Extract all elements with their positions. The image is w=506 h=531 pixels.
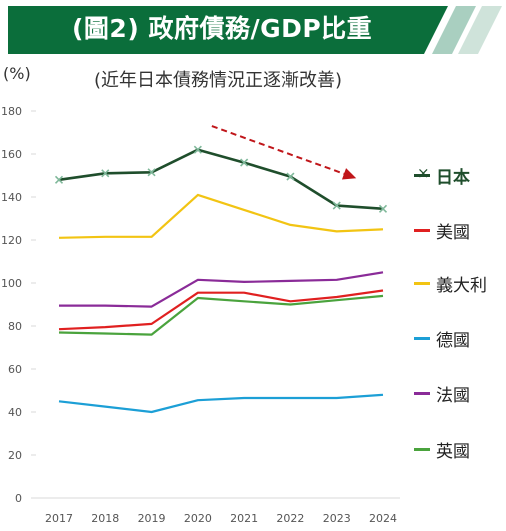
series-line xyxy=(59,395,383,412)
x-tick-label: 2019 xyxy=(138,512,166,525)
legend-swatch xyxy=(414,448,430,451)
legend-item: × 日本 xyxy=(414,163,470,187)
legend-item: 英國 xyxy=(414,437,470,461)
x-tick-label: 2020 xyxy=(184,512,212,525)
y-tick-label: 40 xyxy=(8,406,22,419)
x-tick-label: 2023 xyxy=(323,512,351,525)
y-tick-label: 120 xyxy=(1,234,22,247)
x-tick-label: 2024 xyxy=(369,512,397,525)
y-tick-label: 100 xyxy=(1,277,22,290)
series-line xyxy=(59,195,383,238)
y-tick-label: 160 xyxy=(1,148,22,161)
y-tick-label: 20 xyxy=(8,449,22,462)
legend-swatch xyxy=(414,337,430,340)
x-tick-label: 2022 xyxy=(276,512,304,525)
legend-label: 法國 xyxy=(436,381,470,406)
trend-arrow-head xyxy=(342,168,356,179)
x-tick-label: 2021 xyxy=(230,512,258,525)
x-tick-label: 2017 xyxy=(45,512,73,525)
x-tick-label: 2018 xyxy=(91,512,119,525)
y-tick-label: 60 xyxy=(8,363,22,376)
legend-item: 美國 xyxy=(414,218,470,242)
y-tick-label: 0 xyxy=(15,492,22,505)
legend-label: 德國 xyxy=(436,326,470,351)
legend-item: 義大利 xyxy=(414,271,487,295)
legend-swatch xyxy=(414,392,430,395)
legend-item: 德國 xyxy=(414,326,470,350)
legend-swatch: × xyxy=(414,174,430,177)
y-tick-label: 140 xyxy=(1,191,22,204)
series-line xyxy=(59,296,383,335)
legend-label: 義大利 xyxy=(436,271,487,296)
legend-swatch xyxy=(414,282,430,285)
series-line xyxy=(59,150,383,209)
y-tick-label: 180 xyxy=(1,105,22,118)
series-line xyxy=(59,291,383,330)
trend-arrow-line xyxy=(212,126,349,175)
legend-label: 日本 xyxy=(436,163,470,188)
y-tick-label: 80 xyxy=(8,320,22,333)
legend-swatch xyxy=(414,229,430,232)
legend-label: 英國 xyxy=(436,437,470,462)
legend-label: 美國 xyxy=(436,218,470,243)
legend-item: 法國 xyxy=(414,381,470,405)
